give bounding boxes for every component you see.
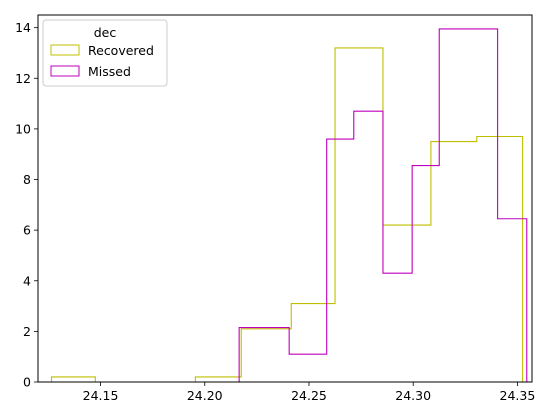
y-tick-label: 14 [15, 20, 31, 35]
y-tick-label: 6 [23, 223, 31, 238]
x-tick-label: 24.25 [291, 388, 327, 403]
bar-missed-6 [439, 29, 497, 382]
bar-recovered-0 [52, 377, 96, 382]
legend-label-recovered: Recovered [88, 43, 154, 58]
y-axis: 0 2 4 6 8 10 12 14 [15, 20, 38, 390]
legend: dec Recovered Missed [42, 19, 168, 87]
bar-missed-2 [327, 139, 354, 382]
y-tick-label: 10 [15, 121, 31, 136]
legend-swatch-missed [50, 65, 80, 77]
y-tick-label: 2 [23, 324, 31, 339]
x-axis: 24.15 24.20 24.25 24.30 24.35 [83, 382, 536, 403]
bar-missed-5 [412, 166, 439, 382]
x-tick-label: 24.35 [500, 388, 536, 403]
legend-title: dec [94, 25, 117, 40]
y-tick-label: 12 [15, 71, 31, 86]
bar-missed-4 [383, 273, 412, 382]
x-tick-label: 24.30 [395, 388, 431, 403]
x-tick-label: 24.15 [83, 388, 119, 403]
y-tick-label: 0 [23, 375, 31, 390]
bar-missed-3 [354, 111, 383, 382]
y-tick-label: 4 [23, 273, 31, 288]
legend-label-missed: Missed [88, 64, 131, 79]
legend-box [42, 19, 168, 87]
plot-frame [37, 14, 533, 383]
bar-recovered-2 [195, 377, 241, 382]
bar-missed-7 [498, 219, 527, 382]
bar-missed-0 [239, 328, 289, 382]
series-missed-step [238, 28, 528, 382]
legend-swatch-recovered [50, 44, 80, 56]
bar-missed-1 [289, 354, 327, 382]
y-tick-label: 8 [23, 172, 31, 187]
x-tick-label: 24.20 [187, 388, 223, 403]
